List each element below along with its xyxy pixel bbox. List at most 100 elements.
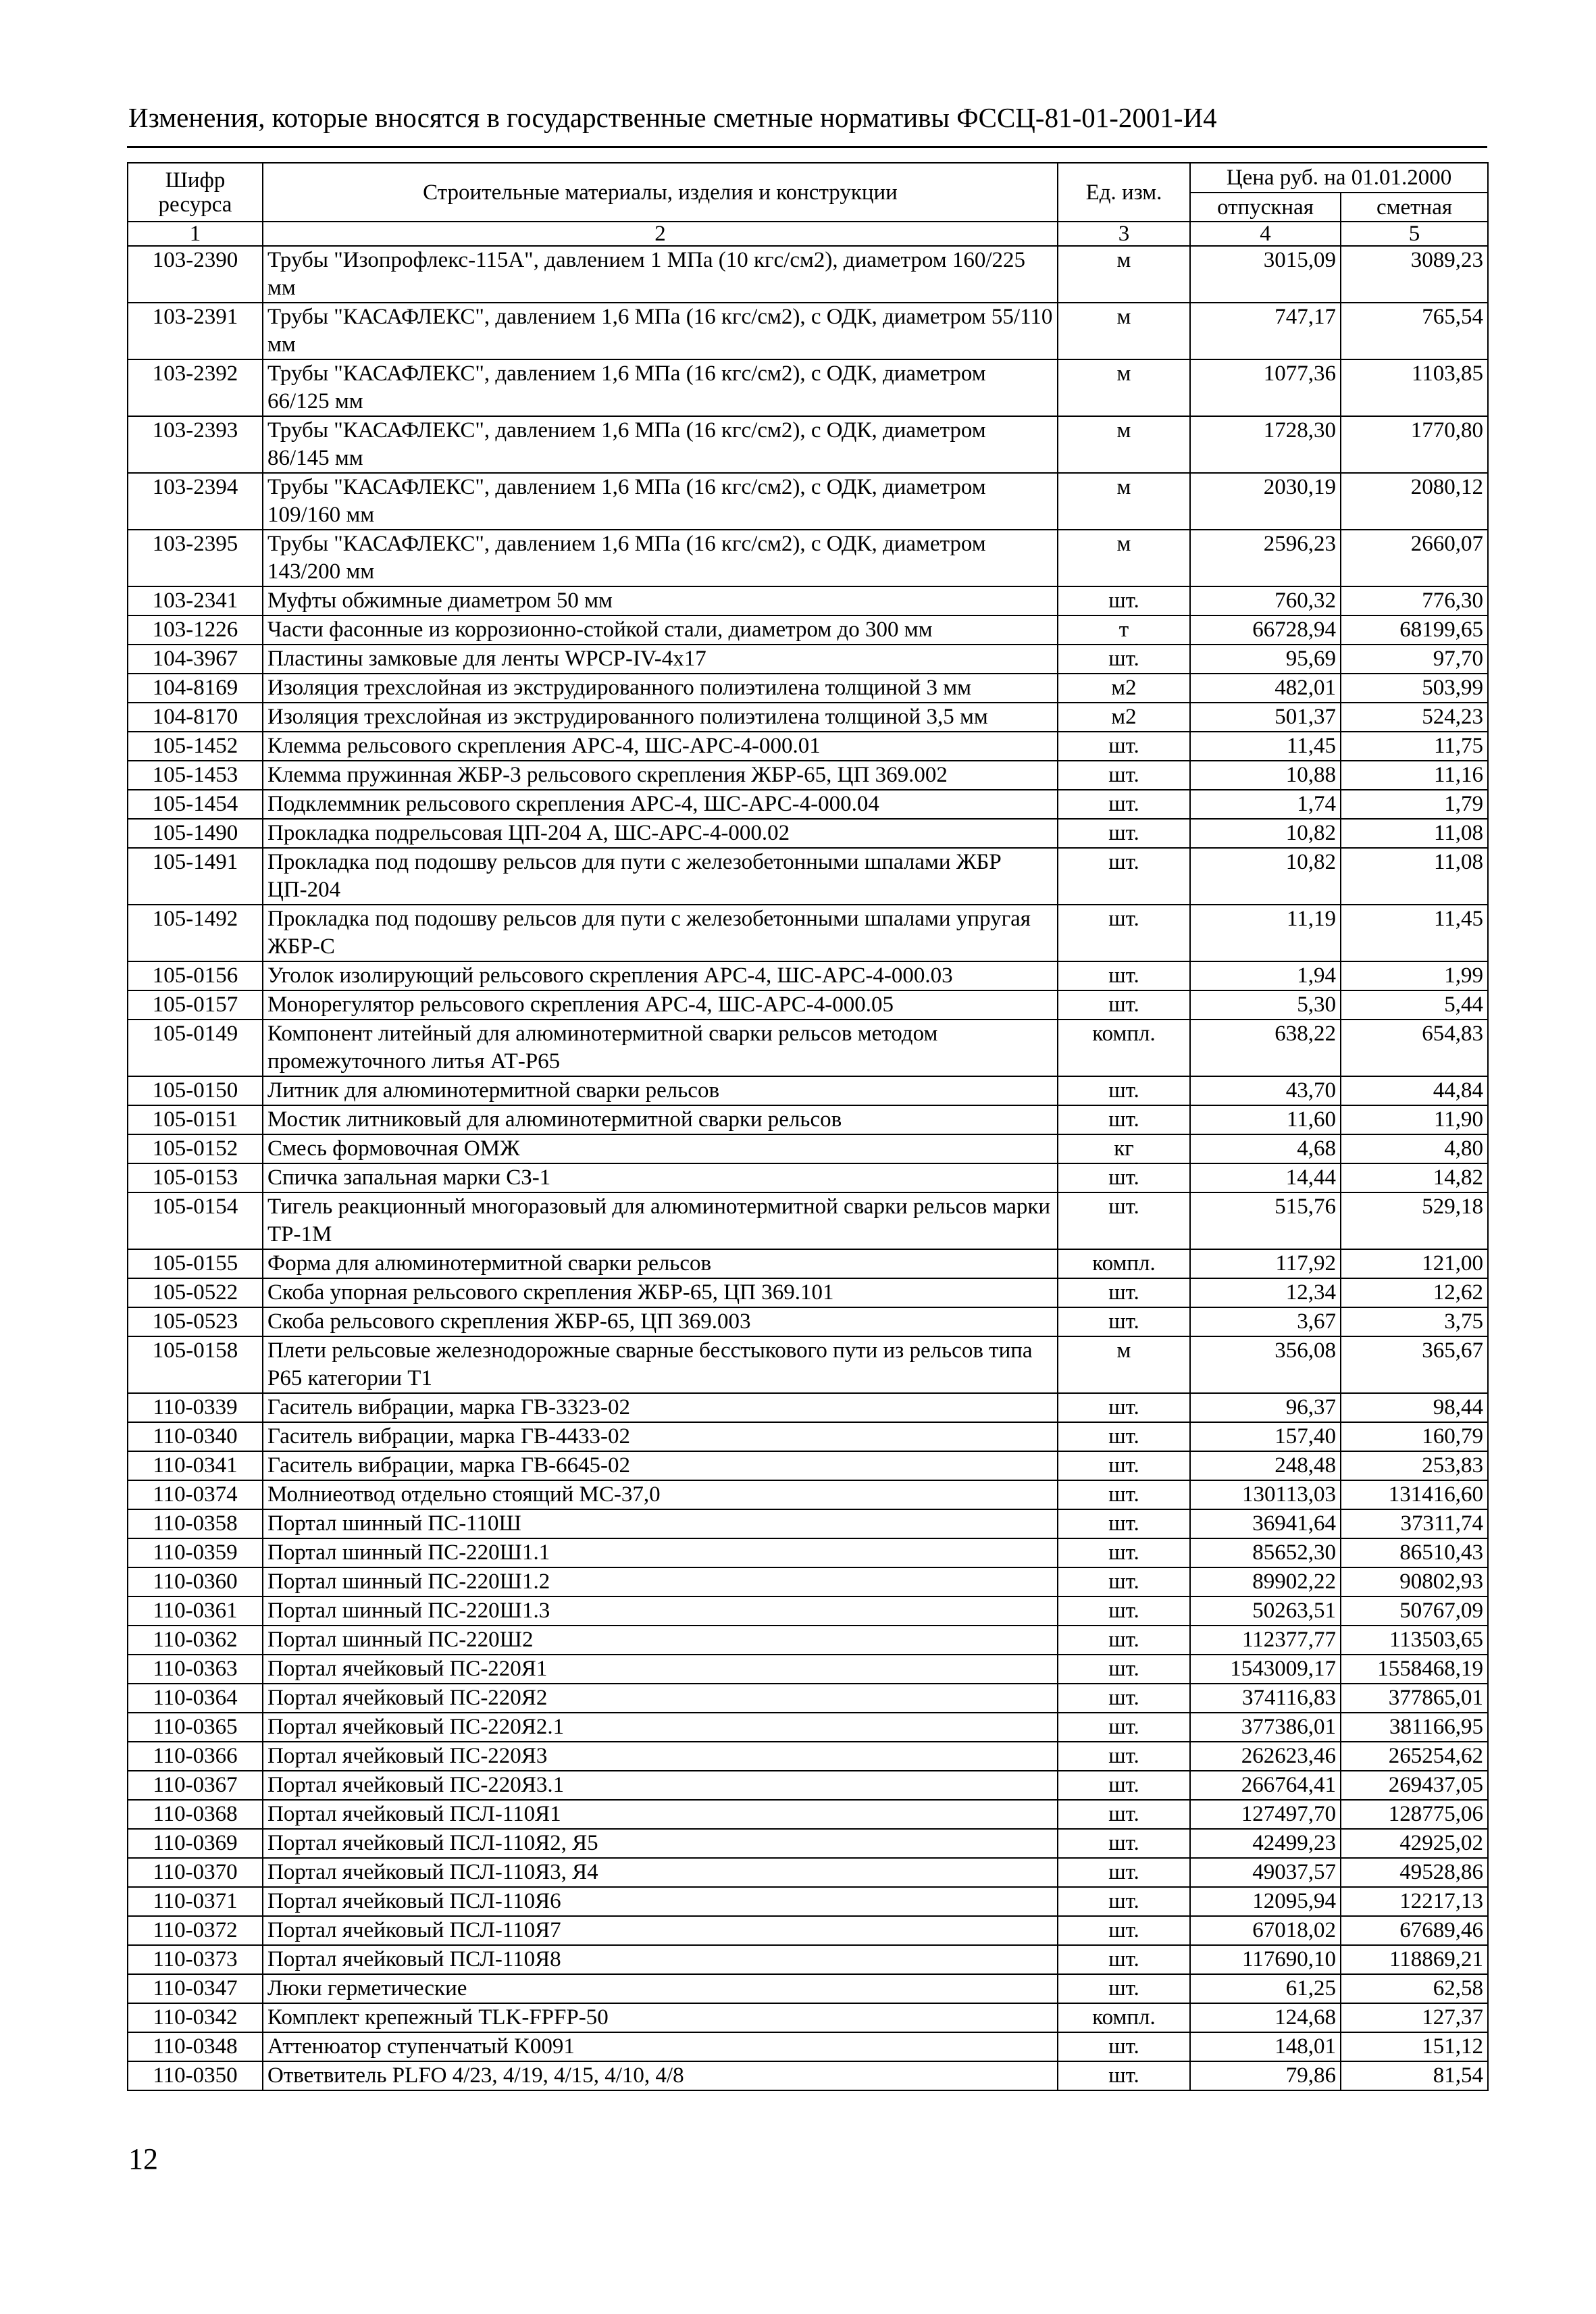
material-name: Гаситель вибрации, марка ГВ-6645-02 bbox=[262, 1451, 1058, 1481]
resource-code: 110-0347 bbox=[127, 1973, 263, 2004]
resource-code: 110-0363 bbox=[127, 1654, 263, 1684]
table-row: 110-0358 Портал шинный ПС-110Ш шт. 36941,64… bbox=[127, 1509, 1489, 1539]
release-price: 4,68 bbox=[1189, 1134, 1341, 1164]
estimate-price: 654,83 bbox=[1339, 1019, 1489, 1077]
table-row: 103-2394 Трубы "КАСАФЛЕКС", давлением 1,6… bbox=[127, 472, 1489, 530]
release-price: 5,30 bbox=[1189, 990, 1341, 1020]
unit: шт. bbox=[1057, 1392, 1191, 1423]
unit: м bbox=[1057, 1336, 1191, 1394]
table-row: 105-0153 Спичка запальная марки СЗ-1 шт. 14… bbox=[127, 1163, 1489, 1193]
estimate-price: 131416,60 bbox=[1339, 1480, 1489, 1510]
material-name: Портал шинный ПС-220Ш1.2 bbox=[262, 1567, 1058, 1597]
table-row: 105-0149 Компонент литейный для алюминоте… bbox=[127, 1019, 1489, 1077]
release-price: 61,25 bbox=[1189, 1973, 1341, 2004]
unit: шт. bbox=[1057, 760, 1191, 790]
resource-code: 105-0153 bbox=[127, 1163, 263, 1193]
material-name: Плети рельсовые железнодорожные сварные … bbox=[262, 1336, 1058, 1394]
estimate-price: 86510,43 bbox=[1339, 1538, 1489, 1568]
table-row: 103-2391 Трубы "КАСАФЛЕКС", давлением 1,6… bbox=[127, 302, 1489, 360]
estimate-price: 98,44 bbox=[1339, 1392, 1489, 1423]
resource-code: 103-2341 bbox=[127, 586, 263, 616]
unit: шт. bbox=[1057, 644, 1191, 674]
resource-code: 110-0340 bbox=[127, 1422, 263, 1452]
unit: компл. bbox=[1057, 1019, 1191, 1077]
release-price: 1543009,17 bbox=[1189, 1654, 1341, 1684]
release-price: 117,92 bbox=[1189, 1249, 1341, 1279]
estimate-price: 2080,12 bbox=[1339, 472, 1489, 530]
table-row: 105-1491 Прокладка под подошву рельсов дл… bbox=[127, 847, 1489, 905]
table-row: 104-8169 Изоляция трехслойная из экструди… bbox=[127, 673, 1489, 703]
estimate-price: 50767,09 bbox=[1339, 1596, 1489, 1626]
release-price: 14,44 bbox=[1189, 1163, 1341, 1193]
estimate-price: 113503,65 bbox=[1339, 1625, 1489, 1655]
resource-code: 110-0374 bbox=[127, 1480, 263, 1510]
estimate-price: 1770,80 bbox=[1339, 416, 1489, 474]
resource-code: 105-0156 bbox=[127, 961, 263, 991]
table-row: 110-0361 Портал шинный ПС-220Ш1.3 шт. 50263… bbox=[127, 1596, 1489, 1626]
unit: шт. bbox=[1057, 1973, 1191, 2004]
unit: шт. bbox=[1057, 1944, 1191, 1975]
release-price: 3,67 bbox=[1189, 1307, 1341, 1337]
column-number: 1 bbox=[127, 221, 263, 247]
release-price: 148,01 bbox=[1189, 2032, 1341, 2062]
material-name: Трубы "КАСАФЛЕКС", давлением 1,6 МПа (16… bbox=[262, 359, 1058, 417]
table-row: 110-0360 Портал шинный ПС-220Ш1.2 шт. 89902… bbox=[127, 1567, 1489, 1597]
estimate-price: 160,79 bbox=[1339, 1422, 1489, 1452]
material-name: Комплект крепежный TLK-FPFP-50 bbox=[262, 2003, 1058, 2033]
estimate-price: 90802,93 bbox=[1339, 1567, 1489, 1597]
resource-code: 103-1226 bbox=[127, 615, 263, 645]
estimate-price: 12,62 bbox=[1339, 1278, 1489, 1308]
release-price: 482,01 bbox=[1189, 673, 1341, 703]
material-name: Литник для алюминотермитной сварки рельс… bbox=[262, 1076, 1058, 1106]
unit: компл. bbox=[1057, 1249, 1191, 1279]
header-estimate-price: сметная bbox=[1339, 192, 1489, 222]
table-row: 110-0342 Комплект крепежный TLK-FPFP-50 ко… bbox=[127, 2003, 1489, 2033]
material-name: Форма для алюминотермитной сварки рельсо… bbox=[262, 1249, 1058, 1279]
estimate-price: 128775,06 bbox=[1339, 1799, 1489, 1830]
release-price: 638,22 bbox=[1189, 1019, 1341, 1077]
resource-code: 105-0154 bbox=[127, 1192, 263, 1250]
estimate-price: 37311,74 bbox=[1339, 1509, 1489, 1539]
unit: кг bbox=[1057, 1134, 1191, 1164]
column-number: 3 bbox=[1057, 221, 1191, 247]
release-price: 11,60 bbox=[1189, 1105, 1341, 1135]
estimate-price: 11,08 bbox=[1339, 818, 1489, 849]
resource-code: 103-2392 bbox=[127, 359, 263, 417]
resource-code: 105-0150 bbox=[127, 1076, 263, 1106]
table-row: 110-0367 Портал ячейковый ПС-220Я3.1 шт. 26… bbox=[127, 1770, 1489, 1801]
estimate-price: 4,80 bbox=[1339, 1134, 1489, 1164]
resource-code: 105-0158 bbox=[127, 1336, 263, 1394]
table-row: 110-0370 Портал ячейковый ПСЛ-110Я3, Я4 шт… bbox=[127, 1857, 1489, 1888]
estimate-price: 12217,13 bbox=[1339, 1886, 1489, 1917]
estimate-price: 11,08 bbox=[1339, 847, 1489, 905]
unit: м bbox=[1057, 245, 1191, 303]
table-row: 110-0364 Портал ячейковый ПС-220Я2 шт. 3741… bbox=[127, 1683, 1489, 1713]
material-name: Изоляция трехслойная из экструдированног… bbox=[262, 702, 1058, 732]
resource-code: 110-0371 bbox=[127, 1886, 263, 1917]
table-row: 105-0156 Уголок изолирующий рельсового ск… bbox=[127, 961, 1489, 991]
resource-code: 110-0373 bbox=[127, 1944, 263, 1975]
resource-code: 110-0367 bbox=[127, 1770, 263, 1801]
release-price: 112377,77 bbox=[1189, 1625, 1341, 1655]
table-row: 110-0373 Портал ячейковый ПСЛ-110Я8 шт. 117… bbox=[127, 1944, 1489, 1975]
resource-code: 105-0155 bbox=[127, 1249, 263, 1279]
estimate-price: 776,30 bbox=[1339, 586, 1489, 616]
release-price: 1077,36 bbox=[1189, 359, 1341, 417]
resource-code: 110-0360 bbox=[127, 1567, 263, 1597]
material-name: Портал шинный ПС-220Ш2 bbox=[262, 1625, 1058, 1655]
estimate-price: 5,44 bbox=[1339, 990, 1489, 1020]
table-row: 110-0371 Портал ячейковый ПСЛ-110Я6 шт. 120… bbox=[127, 1886, 1489, 1917]
release-price: 42499,23 bbox=[1189, 1828, 1341, 1859]
table-row: 110-0339 Гаситель вибрации, марка ГВ-3323… bbox=[127, 1392, 1489, 1423]
estimate-price: 1103,85 bbox=[1339, 359, 1489, 417]
unit: т bbox=[1057, 615, 1191, 645]
unit: шт. bbox=[1057, 1278, 1191, 1308]
resource-code: 105-0523 bbox=[127, 1307, 263, 1337]
column-number: 4 bbox=[1189, 221, 1341, 247]
material-name: Портал ячейковый ПСЛ-110Я8 bbox=[262, 1944, 1058, 1975]
material-name: Портал ячейковый ПСЛ-110Я6 bbox=[262, 1886, 1058, 1917]
table-row: 103-2341 Муфты обжимные диаметром 50 мм шт… bbox=[127, 586, 1489, 616]
resource-code: 110-0370 bbox=[127, 1857, 263, 1888]
resource-code: 110-0369 bbox=[127, 1828, 263, 1859]
unit: шт. bbox=[1057, 1712, 1191, 1742]
